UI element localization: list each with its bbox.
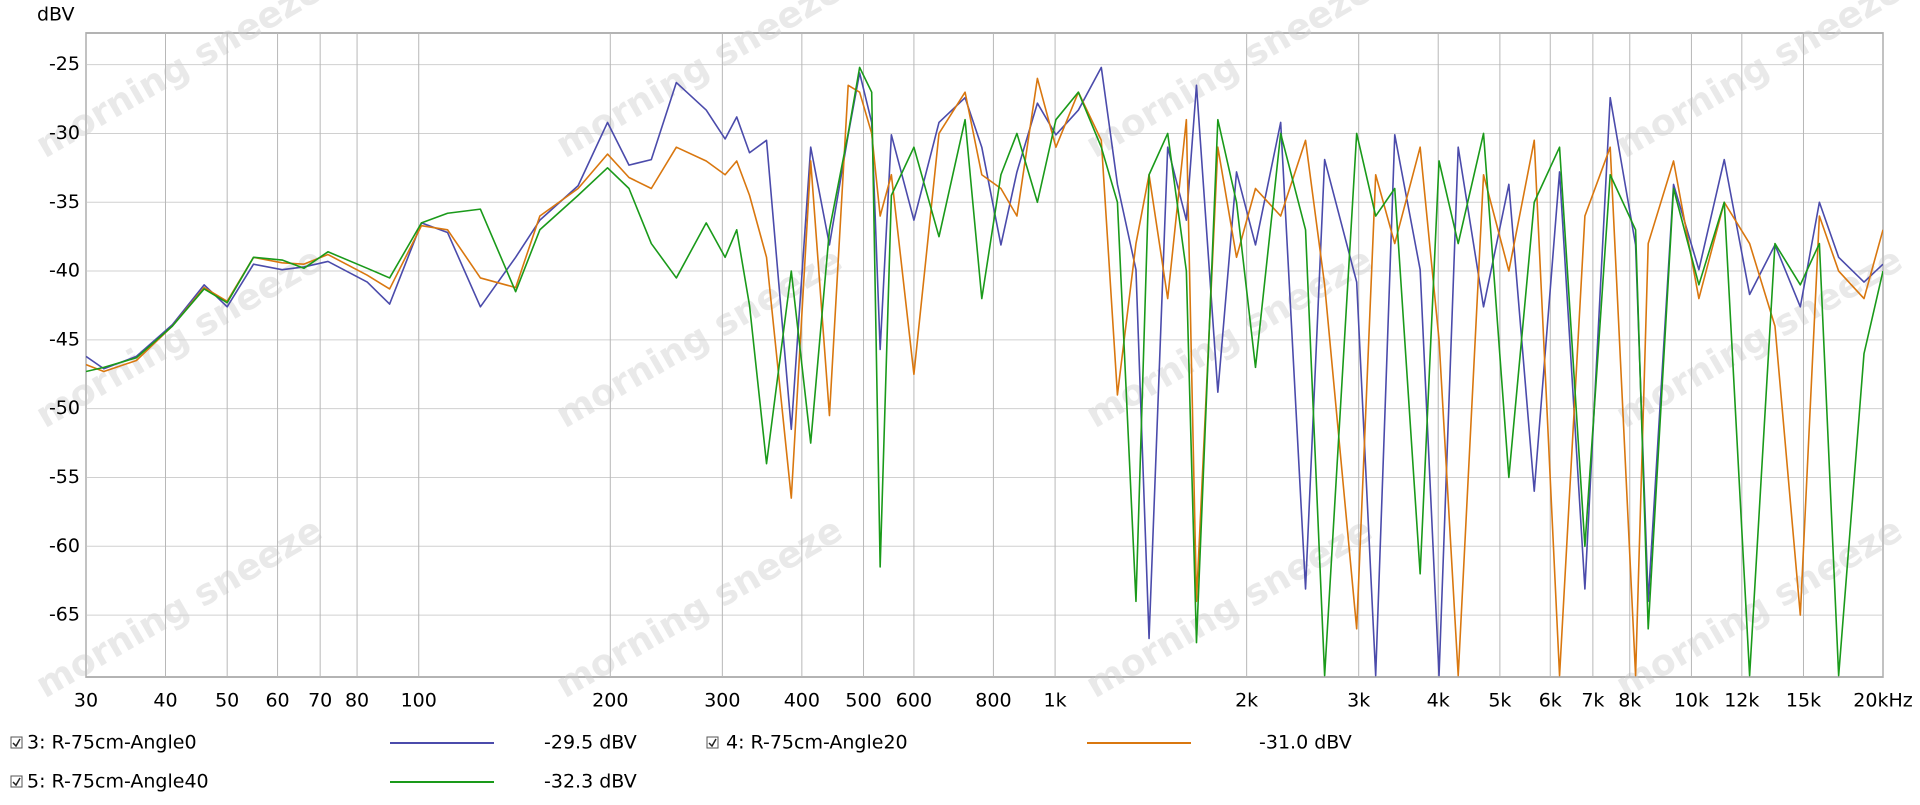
y-tick-label: -60	[49, 535, 80, 557]
legend-checkbox	[10, 775, 23, 788]
y-tick-label: -50	[49, 397, 80, 419]
x-tick-label: 20kHz	[1853, 690, 1912, 712]
x-tick-label: 6k	[1539, 690, 1562, 712]
x-tick-label: 8k	[1618, 690, 1641, 712]
y-tick-label: -30	[49, 122, 80, 144]
series-line	[86, 66, 1883, 677]
x-tick-label: 400	[784, 690, 820, 712]
legend-checkmark	[12, 738, 21, 748]
y-tick-label: -65	[49, 604, 80, 626]
x-tick-label: 7k	[1581, 690, 1604, 712]
x-tick-label: 50	[215, 690, 239, 712]
legend-checkbox	[10, 736, 23, 749]
x-tick-label: 500	[845, 690, 881, 712]
x-tick-label: 200	[592, 690, 628, 712]
x-tick-label: 10k	[1674, 690, 1709, 712]
x-tick-label: 15k	[1786, 690, 1821, 712]
x-tick-label: 40	[153, 690, 177, 712]
x-tick-label: 300	[704, 690, 740, 712]
y-tick-label: -25	[49, 53, 80, 75]
x-tick-label: 800	[975, 690, 1011, 712]
y-tick-label: -35	[49, 191, 80, 213]
x-tick-label: 70	[308, 690, 332, 712]
legend-label: 4: R-75cm-Angle20	[726, 732, 908, 754]
x-tick-label: 30	[74, 690, 98, 712]
y-tick-label: -40	[49, 260, 80, 282]
x-tick-label: 12k	[1724, 690, 1759, 712]
x-tick-label: 80	[345, 690, 369, 712]
x-tick-label: 2k	[1235, 690, 1258, 712]
y-tick-label: -45	[49, 328, 80, 350]
x-tick-label: 1k	[1044, 690, 1067, 712]
x-tick-label: 4k	[1427, 690, 1450, 712]
series-line	[86, 66, 1883, 677]
x-tick-label: 3k	[1347, 690, 1370, 712]
y-axis-label: dBV	[37, 4, 75, 26]
series-line	[86, 77, 1883, 677]
legend-label: 5: R-75cm-Angle40	[27, 771, 209, 793]
legend-level: -29.5 dBV	[544, 732, 637, 754]
x-tick-label: 100	[401, 690, 437, 712]
legend-checkbox	[706, 736, 719, 749]
x-tick-label: 600	[896, 690, 932, 712]
y-tick-label: -55	[49, 466, 80, 488]
x-tick-label: 60	[265, 690, 289, 712]
legend-checkmark	[708, 738, 717, 748]
legend-label: 3: R-75cm-Angle0	[27, 732, 197, 754]
legend-checkmark	[12, 777, 21, 787]
plot-lines	[86, 66, 1883, 677]
legend-level: -31.0 dBV	[1259, 732, 1352, 754]
x-tick-label: 5k	[1488, 690, 1511, 712]
legend-level: -32.3 dBV	[544, 771, 637, 793]
